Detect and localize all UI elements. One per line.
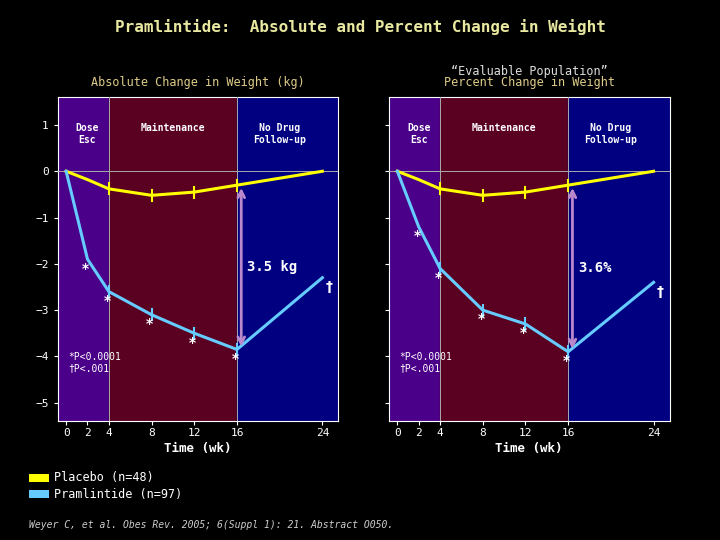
Text: Pramlintide (n=97): Pramlintide (n=97) [54,488,182,501]
Text: *: * [563,354,570,368]
Text: Absolute Change in Weight (kg): Absolute Change in Weight (kg) [91,76,305,89]
Text: 3.5 kg: 3.5 kg [246,260,297,274]
Text: Weyer C, et al. Obes Rev. 2005; 6(Suppl 1): 21. Abstract O050.: Weyer C, et al. Obes Rev. 2005; 6(Suppl … [29,520,393,530]
Text: *: * [477,313,485,326]
Text: *: * [104,294,111,308]
Text: Dose
Esc: Dose Esc [407,123,431,145]
Text: *: * [189,335,196,349]
X-axis label: Time (wk): Time (wk) [495,442,563,455]
Text: “Evaluable Population”: “Evaluable Population” [451,65,608,78]
Text: †: † [325,280,333,294]
Text: *: * [435,271,442,285]
Text: No Drug
Follow-up: No Drug Follow-up [253,123,306,145]
Text: Percent Change in Weight: Percent Change in Weight [444,76,615,89]
Text: Maintenance: Maintenance [472,123,536,133]
Text: *: * [82,261,89,275]
Text: †: † [657,285,664,299]
Bar [109,97,237,421]
Bar [237,97,343,421]
Bar [55,97,109,421]
X-axis label: Time (wk): Time (wk) [164,442,232,455]
Text: 3.6%: 3.6% [577,261,611,275]
Bar [568,97,675,421]
Text: *: * [413,229,420,243]
Text: *P<0.0001
†P<.001: *P<0.0001 †P<.001 [400,352,452,373]
Text: *: * [146,317,153,331]
Text: Placebo (n=48): Placebo (n=48) [54,471,154,484]
Text: *P<0.0001
†P<.001: *P<0.0001 †P<.001 [68,352,121,373]
Bar [387,97,440,421]
Bar [440,97,568,421]
Text: No Drug
Follow-up: No Drug Follow-up [585,123,637,145]
Text: Dose
Esc: Dose Esc [76,123,99,145]
Text: Maintenance: Maintenance [140,123,205,133]
Text: *: * [232,352,239,366]
Text: *: * [520,326,527,340]
Text: Pramlintide:  Absolute and Percent Change in Weight: Pramlintide: Absolute and Percent Change… [114,19,606,35]
